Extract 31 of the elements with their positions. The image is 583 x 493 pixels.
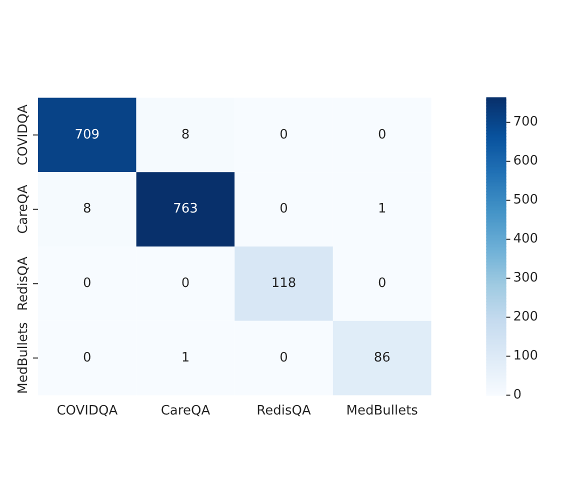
data-label: 0 — [181, 276, 190, 292]
color-bar-label: 600 — [513, 154, 538, 169]
color-bar-label: 100 — [513, 348, 538, 364]
color-bar-label: 400 — [513, 232, 538, 247]
data-label: 0 — [378, 276, 386, 292]
y-tick-label: RedisQA — [16, 256, 31, 311]
color-bar-label: 500 — [513, 192, 538, 208]
color-bar-label: 300 — [513, 270, 538, 286]
x-tick-label: CareQA — [160, 403, 210, 418]
data-label: 0 — [83, 276, 92, 292]
data-label: 1 — [378, 202, 386, 217]
data-label: 8 — [83, 202, 92, 217]
x-tick-label: RedisQA — [256, 403, 311, 418]
color-bar-label: 200 — [513, 310, 538, 325]
data-label: 8 — [181, 127, 190, 142]
data-label: 1 — [181, 350, 190, 366]
x-tick-label: COVIDQA — [56, 403, 118, 418]
data-label: 0 — [280, 127, 288, 142]
data-label: 709 — [74, 127, 100, 142]
data-label: 763 — [173, 202, 198, 217]
data-label: 86 — [374, 350, 390, 366]
data-label: 0 — [280, 350, 288, 366]
data-label: 0 — [378, 127, 386, 142]
color-bar-label: 0 — [513, 388, 522, 403]
data-label: 118 — [271, 276, 296, 292]
data-label: 0 — [280, 202, 288, 217]
y-tick-label: COVIDQA — [16, 104, 31, 166]
color-bar-label: 700 — [513, 114, 538, 130]
data-label: 0 — [83, 350, 92, 366]
y-tick-label: CareQA — [16, 184, 31, 234]
x-tick-label: MedBullets — [346, 403, 418, 418]
